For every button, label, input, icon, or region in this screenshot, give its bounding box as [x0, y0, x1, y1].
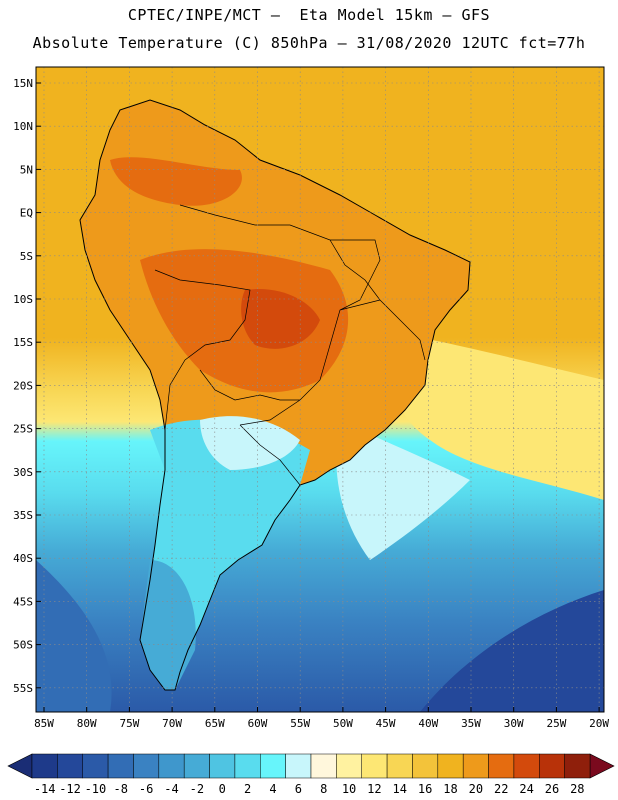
cold-front-band [336, 420, 470, 560]
latitude-label: 25S [13, 423, 33, 436]
colorbar-swatch [386, 753, 413, 779]
colorbar-swatch [82, 753, 109, 779]
country-borders [154, 204, 426, 486]
colorbar-over-arrow [589, 753, 615, 779]
coastline [79, 99, 471, 691]
colorbar-swatch [107, 753, 134, 779]
plot-frame [35, 66, 605, 713]
latitude-label: 35S [13, 509, 33, 522]
colorbar-label: 26 [545, 782, 559, 796]
colorbar-label: 10 [342, 782, 356, 796]
longitude-label: 40W [418, 717, 438, 730]
latitude-label: 50S [13, 639, 33, 652]
colorbar-swatch [57, 753, 83, 779]
longitude-label: 35W [461, 717, 481, 730]
longitude-label: 80W [77, 717, 97, 730]
latitude-label: 55S [13, 682, 33, 695]
colorbar [7, 753, 615, 779]
colorbar-labels: -14 -12 -10 -8 -6 -4 -2 0 2 4 6 8 10 12 14 16 18 20 22 24 26… [34, 782, 585, 796]
latitude-label: 15S [13, 336, 33, 349]
longitude-labels: 85W 80W 75W 70W 65W 60W 55W 50W 45W 40W 35W 30W 25W 2… [34, 717, 609, 730]
colorbar-swatch [437, 753, 464, 779]
longitude-label: 45W [376, 717, 396, 730]
hot-north [110, 157, 242, 206]
latitude-label: 5S [20, 250, 33, 263]
colorbar-label: 2 [244, 782, 251, 796]
longitude-label: 20W [589, 717, 609, 730]
map-title-line2: Absolute Temperature (C) 850hPa – 31/08/… [32, 34, 586, 52]
colorbar-label: 18 [443, 782, 457, 796]
colorbar-label: 6 [295, 782, 302, 796]
colorbar-label: 12 [367, 782, 381, 796]
longitude-label: 30W [504, 717, 524, 730]
colorbar-label: 8 [320, 782, 327, 796]
longitude-label: 85W [34, 717, 54, 730]
colorbar-swatch [31, 753, 58, 779]
longitude-label: 75W [119, 717, 139, 730]
colorbar-label: -14 [34, 782, 56, 796]
longitude-label: 55W [290, 717, 310, 730]
latitude-label: 15N [13, 77, 33, 90]
colorbar-label: 28 [570, 782, 584, 796]
latitude-label: 10S [13, 293, 33, 306]
colorbar-label: -4 [164, 782, 178, 796]
colorbar-label: 14 [393, 782, 407, 796]
latitude-label: 30S [13, 466, 33, 479]
latitude-label: 45S [13, 595, 33, 608]
colorbar-label: -10 [85, 782, 107, 796]
grid-lines [36, 67, 604, 712]
colorbar-swatch [462, 753, 489, 779]
colorbar-label: -8 [114, 782, 128, 796]
latitude-label: EQ [20, 207, 33, 220]
colorbar-label: -6 [139, 782, 153, 796]
colorbar-label: 16 [418, 782, 432, 796]
colorbar-swatch [539, 753, 565, 779]
latitude-label: 5N [20, 163, 33, 176]
latitude-labels: 15N 10N 5N EQ 5S 10S 15S 20S 25S 30S 35S 40S 45S 50S 5… [13, 77, 33, 695]
warm-tongue [380, 330, 604, 500]
longitude-label: 65W [205, 717, 225, 730]
colorbar-swatch [310, 753, 337, 779]
colorbar-swatch [158, 753, 185, 779]
colorbar-label: 22 [494, 782, 508, 796]
latitude-label: 20S [13, 379, 33, 392]
colorbar-label: 20 [469, 782, 483, 796]
longitude-label: 25W [546, 717, 566, 730]
colorbar-swatch [513, 753, 540, 779]
longitude-label: 50W [333, 717, 353, 730]
patagonia-cold [140, 560, 196, 690]
latitude-label: 40S [13, 552, 33, 565]
colorbar-swatch [336, 753, 362, 779]
cold-core-southeast [420, 590, 604, 712]
colorbar-swatch [183, 753, 210, 779]
colorbar-swatch [260, 753, 286, 779]
colorbar-swatch [209, 753, 236, 779]
colorbar-swatch [133, 753, 160, 779]
colorbar-under-arrow [7, 753, 33, 779]
colorbar-label: -2 [190, 782, 204, 796]
colorbar-label: 0 [219, 782, 226, 796]
map-title-line1: CPTEC/INPE/MCT – Eta Model 15km – GFS [127, 6, 491, 24]
colorbar-label: -12 [59, 782, 81, 796]
longitude-label: 60W [248, 717, 268, 730]
longitude-label: 70W [162, 717, 182, 730]
colorbar-swatch [285, 753, 312, 779]
colorbar-swatch [361, 753, 388, 779]
colorbar-label: 4 [269, 782, 276, 796]
colorbar-swatch [488, 753, 515, 779]
colorbar-label: 24 [519, 782, 533, 796]
colorbar-swatch [412, 753, 439, 779]
latitude-label: 10N [13, 120, 33, 133]
cold-core-southwest [36, 560, 112, 712]
colorbar-swatch [234, 753, 261, 779]
colorbar-swatch [564, 753, 591, 779]
temperature-field [36, 67, 604, 712]
